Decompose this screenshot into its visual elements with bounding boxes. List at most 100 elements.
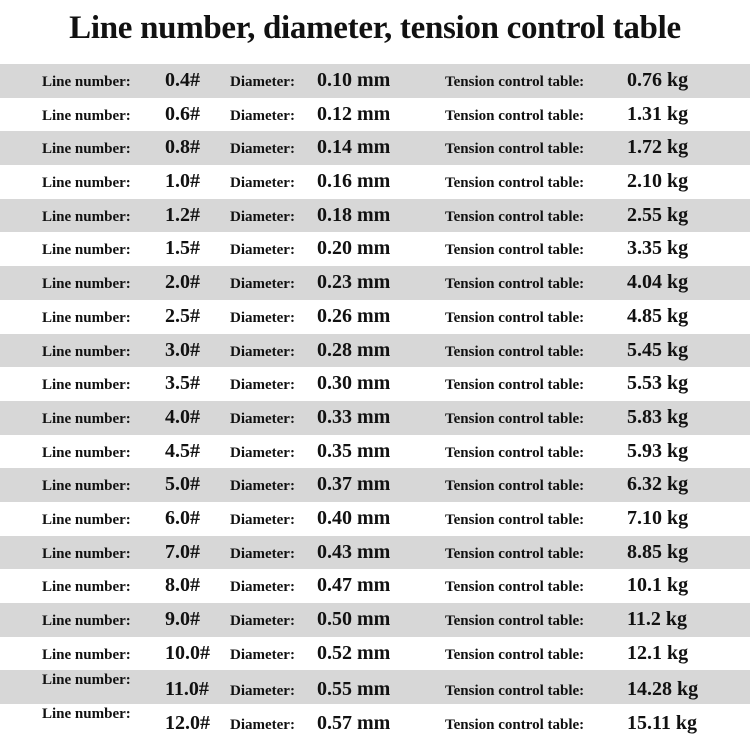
- table-row: Line number: 0.6# Diameter: 0.12 mm Tension …: [0, 98, 750, 132]
- diameter-value: 0.20 mm: [317, 237, 391, 260]
- line-number-value: 1.2#: [165, 203, 200, 226]
- line-number-label: Line number:: [42, 672, 131, 689]
- tension-label: Tension control table:: [445, 579, 585, 596]
- diameter-label: Diameter:: [230, 444, 295, 461]
- diameter-value: 0.43 mm: [317, 540, 391, 563]
- tension-label: Tension control table:: [445, 646, 585, 663]
- diameter-label: Diameter:: [230, 613, 295, 629]
- line-number-value: 2.5#: [165, 304, 200, 327]
- diameter-value: 0.47 mm: [317, 574, 391, 597]
- diameter-label: Diameter:: [230, 141, 295, 158]
- table-row: Line number: 2.5# Diameter: 0.26 mm Tension …: [0, 300, 750, 334]
- tension-value: 15.11 kg: [627, 712, 698, 735]
- table-row: Line number: 1.0# Diameter: 0.16 mm Tension …: [0, 165, 750, 199]
- tension-label: Tension control table:: [445, 107, 585, 124]
- diameter-value: 0.18 mm: [317, 203, 391, 226]
- tension-value: 3.35 kg: [627, 237, 689, 260]
- table-row: Line number: 10.0# Diameter: 0.52 mm Tension…: [0, 637, 750, 671]
- diameter-value: 0.35 mm: [317, 439, 391, 462]
- tension-label: Tension control table:: [445, 683, 585, 700]
- diameter-value: 0.52 mm: [317, 641, 391, 664]
- diameter-value: 0.40 mm: [317, 506, 391, 529]
- line-number-label: Line number:: [42, 579, 131, 596]
- table-row: Line number: 3.5# Diameter: 0.30 mm Tension …: [0, 367, 750, 401]
- tension-label: Tension control table:: [445, 613, 585, 629]
- line-number-value: 12.0#: [165, 712, 210, 735]
- tension-label: Tension control table:: [445, 343, 585, 360]
- table-row: Line number: 1.2# Diameter: 0.18 mm Tension …: [0, 198, 750, 233]
- table-row: Line number: 6.0# Diameter: 0.40 mm Tension …: [0, 502, 750, 536]
- table-row: Line number: 12.0# Diameter: 0.57 mm Tension…: [0, 704, 750, 738]
- table-row: Line number: 1.5# Diameter: 0.20 mm Tension …: [0, 232, 750, 266]
- tension-value: 5.83 kg: [627, 405, 689, 428]
- tension-label: Tension control table:: [445, 377, 585, 394]
- diameter-label: Diameter:: [230, 717, 295, 734]
- table-row: Line number: 7.0# Diameter: 0.43 mm Tension …: [0, 535, 750, 570]
- diameter-value: 0.28 mm: [317, 338, 391, 361]
- line-number-value: 3.0#: [165, 338, 200, 361]
- spec-table: Line number: 0.4# Diameter: 0.10 mm Tension …: [0, 64, 750, 738]
- diameter-label: Diameter:: [230, 646, 295, 663]
- table-row: Line number: 5.0# Diameter: 0.37 mm Tension …: [0, 468, 750, 502]
- line-number-value: 6.0#: [165, 506, 200, 529]
- line-number-label: Line number:: [42, 545, 131, 562]
- tension-value: 11.2 kg: [627, 608, 688, 630]
- line-number-label: Line number:: [42, 175, 131, 192]
- tension-label: Tension control table:: [445, 242, 585, 259]
- diameter-value: 0.30 mm: [317, 372, 391, 395]
- line-number-label: Line number:: [42, 74, 131, 90]
- line-number-label: Line number:: [42, 242, 131, 259]
- line-number-value: 2.0#: [165, 271, 200, 294]
- page-title: Line number, diameter, tension control t…: [69, 10, 681, 46]
- table-row: Line number: 4.0# Diameter: 0.33 mm Tension …: [0, 400, 750, 435]
- diameter-label: Diameter:: [230, 478, 295, 495]
- tension-value: 0.76 kg: [627, 69, 689, 91]
- diameter-label: Diameter:: [230, 343, 295, 360]
- diameter-label: Diameter:: [230, 579, 295, 596]
- diameter-value: 0.26 mm: [317, 304, 391, 327]
- diameter-label: Diameter:: [230, 208, 295, 225]
- line-number-label: Line number:: [42, 309, 131, 326]
- diameter-label: Diameter:: [230, 511, 295, 528]
- diameter-label: Diameter:: [230, 107, 295, 124]
- table-row: Line number: 11.0# Diameter: 0.55 mm Tension…: [0, 670, 750, 705]
- diameter-value: 0.57 mm: [317, 712, 391, 735]
- line-number-label: Line number:: [42, 107, 131, 124]
- tension-value: 1.31 kg: [627, 102, 689, 125]
- tension-value: 4.04 kg: [627, 271, 689, 294]
- table-row: Line number: 9.0# Diameter: 0.50 mm Tension …: [0, 603, 750, 637]
- diameter-label: Diameter:: [230, 242, 295, 259]
- line-number-value: 0.6#: [165, 102, 200, 125]
- diameter-label: Diameter:: [230, 377, 295, 394]
- line-number-value: 5.0#: [165, 473, 200, 496]
- diameter-label: Diameter:: [230, 410, 295, 427]
- line-number-value: 11.0#: [165, 678, 209, 701]
- diameter-value: 0.23 mm: [317, 271, 391, 294]
- tension-label: Tension control table:: [445, 410, 585, 427]
- diameter-value: 0.55 mm: [317, 678, 391, 701]
- line-number-value: 4.0#: [165, 405, 200, 428]
- line-number-label: Line number:: [42, 706, 131, 723]
- diameter-value: 0.33 mm: [317, 405, 391, 428]
- line-number-value: 7.0#: [165, 540, 200, 563]
- tension-value: 2.10 kg: [627, 170, 689, 193]
- tension-value: 6.32 kg: [627, 473, 689, 496]
- table-row: Line number: 0.8# Diameter: 0.14 mm Tension …: [0, 131, 750, 166]
- tension-value: 4.85 kg: [627, 304, 689, 327]
- table-row: Line number: 3.0# Diameter: 0.28 mm Tension …: [0, 333, 750, 368]
- diameter-label: Diameter:: [230, 175, 295, 192]
- diameter-value: 0.14 mm: [317, 136, 391, 159]
- diameter-value: 0.16 mm: [317, 170, 391, 193]
- tension-label: Tension control table:: [445, 444, 585, 461]
- diameter-value: 0.50 mm: [317, 608, 391, 630]
- line-number-value: 9.0#: [165, 608, 200, 630]
- line-number-label: Line number:: [42, 646, 131, 663]
- diameter-label: Diameter:: [230, 74, 295, 90]
- tension-label: Tension control table:: [445, 74, 585, 90]
- diameter-label: Diameter:: [230, 309, 295, 326]
- line-number-value: 4.5#: [165, 439, 200, 462]
- tension-value: 1.72 kg: [627, 136, 689, 159]
- tension-label: Tension control table:: [445, 141, 585, 158]
- line-number-label: Line number:: [42, 613, 131, 629]
- tension-label: Tension control table:: [445, 545, 585, 562]
